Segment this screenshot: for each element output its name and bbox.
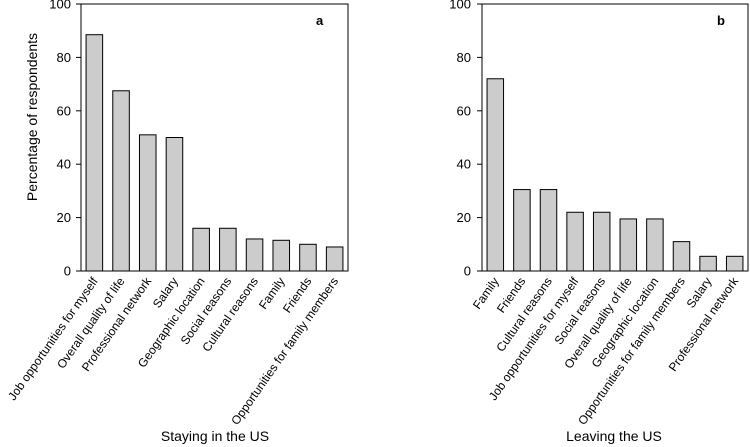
y-tick-label-b-0: 0: [464, 264, 471, 279]
bar-a-2: [138, 134, 157, 272]
y-tick-label-a-0: 0: [64, 264, 71, 279]
y-tick-label-a-4: 80: [57, 50, 71, 65]
plot-frame-b: [481, 3, 749, 272]
bar-b-7: [672, 241, 691, 272]
bar-a-9: [325, 246, 344, 272]
bar-a-8: [299, 243, 317, 272]
bar-b-3: [566, 211, 584, 272]
bar-a-7: [272, 239, 291, 272]
y-tick-label-a-5: 100: [49, 0, 71, 12]
panel-a-staying: Percentage of respondents a Staying in t…: [5, 0, 349, 444]
bar-b-6: [646, 218, 664, 272]
y-tick-label-a-3: 60: [57, 103, 71, 118]
y-tick-label-a-2: 40: [57, 157, 71, 172]
bar-a-3: [165, 137, 184, 272]
y-axis-label-a: Percentage of respondents: [24, 33, 40, 201]
panel-label-a: a: [316, 13, 324, 28]
bar-b-1: [513, 189, 531, 272]
bar-b-2: [539, 189, 558, 272]
bar-b-0: [486, 78, 505, 272]
bar-b-4: [592, 211, 611, 272]
y-tick-label-a-1: 20: [57, 210, 71, 225]
plot-frame-a: [80, 3, 349, 272]
bar-b-9: [725, 255, 744, 272]
bar-a-5: [219, 227, 237, 272]
bar-a-0: [85, 34, 104, 272]
panel-label-b: b: [717, 13, 725, 28]
y-tick-label-b-5: 100: [449, 0, 471, 12]
panel-b-leaving: b Leaving the US 020406080100FamilyFrien…: [449, 0, 749, 444]
bar-a-1: [112, 90, 130, 272]
y-tick-label-b-3: 60: [457, 103, 471, 118]
bar-a-4: [192, 227, 210, 272]
y-tick-label-b-4: 80: [457, 50, 471, 65]
y-tick-label-b-2: 40: [457, 157, 471, 172]
y-tick-label-b-1: 20: [457, 210, 471, 225]
x-axis-label-b: Leaving the US: [566, 428, 662, 444]
bar-a-6: [245, 238, 264, 272]
bar-b-8: [699, 255, 717, 272]
x-axis-label-a: Staying in the US: [161, 428, 269, 444]
bar-b-5: [619, 218, 638, 272]
